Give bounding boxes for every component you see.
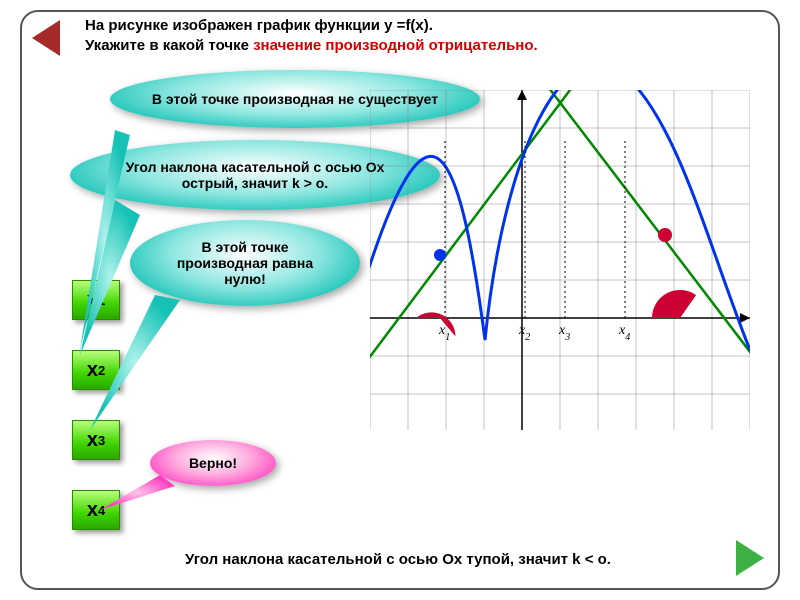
question-highlight: значение производной отрицательно.: [253, 37, 538, 54]
bubble-acute-angle-text: Угол наклона касательной с осью Ох остры…: [98, 159, 412, 191]
answer-x4[interactable]: x4: [72, 490, 120, 530]
question-line2-pre: Укажите в какой точке: [85, 37, 253, 54]
explanation-text: Угол наклона касательной с осью Ох тупой…: [185, 551, 705, 568]
question-text: На рисунке изображен график функции y =f…: [85, 16, 705, 55]
answer-x1[interactable]: x1: [72, 280, 120, 320]
question-line1: На рисунке изображен график функции y =f…: [85, 17, 433, 34]
bubble-zero-derivative-text: В этой точке производная равна нулю!: [158, 239, 332, 287]
bubble-correct-text: Верно!: [189, 455, 237, 471]
svg-text:x4: x4: [618, 323, 630, 343]
answer-x3[interactable]: x3: [72, 420, 120, 460]
bubble-zero-derivative: В этой точке производная равна нулю!: [130, 220, 360, 306]
svg-text:x2: x2: [518, 323, 530, 343]
nav-forward-arrow[interactable]: [736, 540, 764, 576]
function-graph: x1x2x3x4: [370, 90, 750, 430]
answer-x2[interactable]: x2: [72, 350, 120, 390]
bubble-correct: Верно!: [150, 440, 276, 486]
nav-back-arrow[interactable]: [32, 20, 60, 56]
